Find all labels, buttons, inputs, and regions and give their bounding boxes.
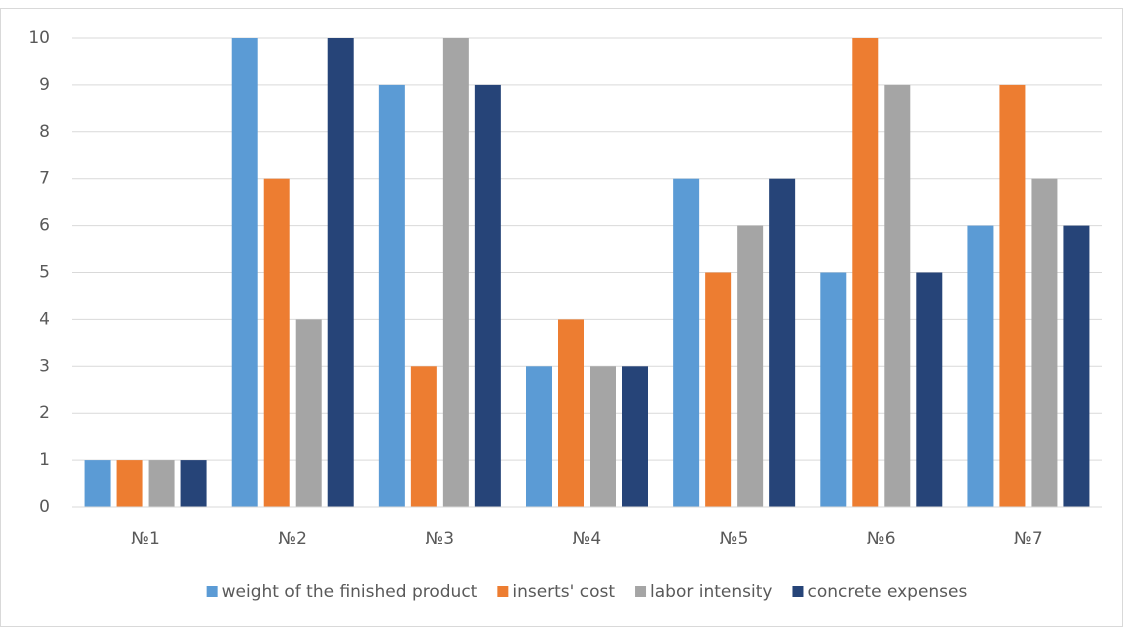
x-tick-label: №2: [278, 529, 307, 549]
y-tick-label: 3: [39, 356, 50, 376]
bar: [1031, 178, 1058, 507]
legend-label: labor intensity: [650, 582, 772, 602]
y-tick-label: 4: [39, 309, 50, 329]
x-tick-label: №6: [867, 529, 896, 549]
bar: [263, 178, 290, 507]
bar: [590, 366, 616, 507]
bar: [84, 460, 111, 507]
y-tick-label: 0: [39, 497, 50, 517]
bar: [180, 460, 207, 507]
bar: [442, 38, 469, 507]
legend-swatch: [497, 586, 509, 597]
bar: [769, 178, 796, 507]
bar: [673, 178, 700, 507]
bar: [705, 272, 732, 507]
chart-frame: [0, 8, 1123, 627]
x-tick-label: №5: [720, 529, 749, 549]
x-tick-label: №3: [426, 529, 455, 549]
x-tick-label: №4: [573, 529, 602, 549]
x-tick-label: №1: [131, 529, 160, 549]
x-tick-label: №7: [1014, 529, 1043, 549]
bar: [378, 84, 405, 508]
bar: [967, 225, 994, 507]
y-tick-label: 10: [28, 28, 50, 48]
bar: [884, 84, 911, 508]
bar: [622, 366, 648, 507]
y-tick-label: 8: [39, 122, 50, 142]
bar: [852, 38, 879, 507]
legend-label: inserts' cost: [512, 582, 615, 602]
y-tick-label: 7: [39, 169, 50, 189]
bar: [295, 319, 322, 507]
bar: [999, 84, 1026, 508]
bar: [558, 319, 584, 507]
y-tick-label: 9: [39, 75, 50, 95]
bar: [116, 460, 143, 507]
y-tick-label: 2: [39, 403, 50, 423]
bar: [410, 366, 437, 507]
bar: [737, 225, 764, 507]
bar: [820, 272, 847, 507]
y-tick-label: 5: [39, 263, 50, 283]
bar: [1063, 225, 1090, 507]
legend-label: concrete expenses: [807, 582, 967, 602]
bar: [231, 38, 258, 507]
legend-label: weight of the finished product: [222, 582, 478, 602]
bar: [148, 460, 175, 507]
legend-swatch: [792, 586, 804, 597]
legend-swatch: [206, 586, 218, 597]
bar: [526, 366, 552, 507]
bar: [474, 84, 501, 508]
y-tick-label: 6: [39, 216, 50, 236]
bar: [916, 272, 943, 507]
legend-swatch: [635, 586, 647, 597]
y-tick-label: 1: [39, 450, 50, 470]
bar: [327, 38, 354, 507]
